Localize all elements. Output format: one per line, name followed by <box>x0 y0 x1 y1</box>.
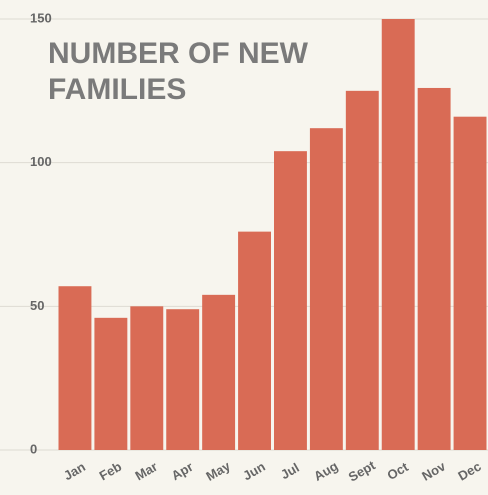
bar <box>309 128 343 451</box>
x-tick-label: Mar <box>132 459 160 484</box>
bar <box>202 294 236 450</box>
bar <box>130 306 164 450</box>
chart-title: NUMBER OF NEW FAMILIES <box>48 37 308 106</box>
bar <box>94 317 128 450</box>
bar <box>166 309 200 450</box>
x-tick-label: Jul <box>278 460 302 482</box>
y-tick-label: 0 <box>30 441 37 456</box>
x-tick-label: Jan <box>61 459 88 483</box>
y-tick-label: 50 <box>30 298 44 313</box>
y-tick-label: 150 <box>30 10 52 25</box>
bar <box>238 231 271 450</box>
x-tick-label: Sept <box>346 457 378 484</box>
x-tick-label: Dec <box>455 459 483 484</box>
x-tick-label: Aug <box>311 458 340 484</box>
bar <box>417 87 451 451</box>
x-tick-label: Apr <box>169 459 196 483</box>
x-tick-label: Feb <box>97 459 125 484</box>
bar <box>453 116 487 451</box>
bar <box>345 90 379 450</box>
bar <box>274 151 307 450</box>
y-tick-label: 100 <box>30 154 52 169</box>
x-tick-label: Oct <box>385 459 412 483</box>
bar <box>381 19 415 450</box>
x-tick-label: Jun <box>240 459 268 484</box>
bar <box>58 286 92 450</box>
x-tick-label: Nov <box>419 458 448 484</box>
x-tick-label: May <box>203 458 233 484</box>
